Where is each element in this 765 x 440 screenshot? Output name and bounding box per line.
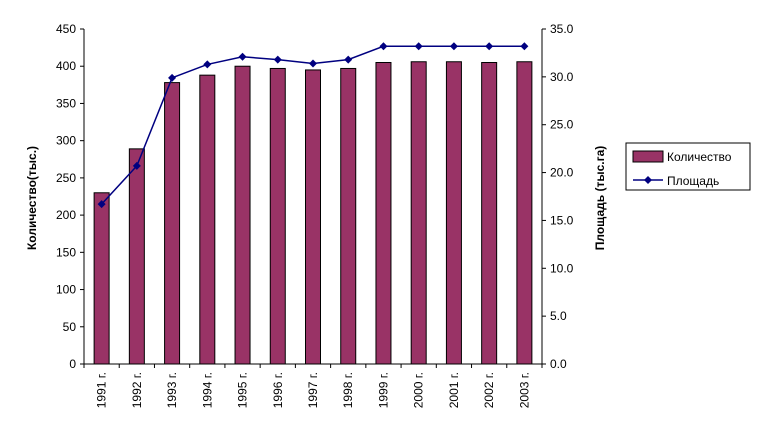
x-tick-label: 1993 г.	[165, 372, 179, 408]
right-tick-label: 30.0	[550, 70, 574, 84]
area-point	[520, 42, 529, 51]
x-tick-label: 1995 г.	[236, 372, 250, 408]
left-tick-label: 450	[56, 22, 76, 36]
bar	[516, 61, 533, 365]
area-point	[238, 52, 247, 61]
bar	[164, 82, 181, 365]
x-tick-label: 1994 г.	[200, 372, 214, 408]
x-tick-label: 1996 г.	[271, 372, 285, 408]
bar	[93, 192, 110, 365]
left-axis-ticks: 0 50 100 150 200 250 300 350 400 450	[56, 22, 84, 371]
area-point	[344, 55, 353, 64]
left-tick-label: 350	[56, 96, 76, 110]
area-point	[485, 42, 494, 51]
x-tick-label: 2001 г.	[447, 372, 461, 408]
right-tick-label: 10.0	[550, 261, 574, 275]
bar	[481, 62, 498, 365]
area-point	[414, 42, 423, 51]
right-tick-label: 20.0	[550, 166, 574, 180]
area-point	[168, 73, 177, 82]
x-tick-label: 1999 г.	[376, 372, 390, 408]
left-tick-label: 200	[56, 208, 76, 222]
area-point	[309, 59, 317, 68]
legend-swatch-bar	[632, 150, 664, 163]
x-tick-label: 2000 г.	[412, 372, 426, 408]
left-tick-label: 100	[56, 283, 76, 297]
area-point	[379, 42, 388, 51]
x-tick-label: 2002 г.	[482, 372, 496, 408]
x-tick-label: 1997 г.	[306, 372, 320, 408]
right-axis-ticks: 0.0 5.0 10.0 15.0 20.0 25.0 30.0 35.0	[542, 22, 574, 371]
right-tick-label: 5.0	[550, 309, 567, 323]
bar	[340, 67, 357, 365]
area-point	[97, 200, 106, 209]
right-tick-label: 25.0	[550, 118, 574, 132]
bar	[410, 61, 427, 365]
area-point	[203, 60, 212, 69]
bar	[199, 74, 216, 365]
left-tick-label: 300	[56, 134, 76, 148]
left-tick-label: 150	[56, 245, 76, 259]
area-point	[132, 161, 141, 170]
area-point	[449, 42, 458, 51]
left-axis-title: Количество(тыс.)	[25, 146, 39, 250]
left-tick-label: 0	[69, 357, 76, 371]
bar	[128, 148, 145, 365]
x-tick-label: 1991 г.	[95, 372, 109, 408]
x-axis-ticks: 1991 г. 1992 г. 1993 г. 1994 г. 1995 г. 1996 …	[83, 364, 543, 408]
x-tick-label: 2003 г.	[517, 372, 531, 408]
bar	[305, 69, 321, 365]
bar	[234, 65, 251, 365]
right-axis-title: Площадь (тыс.га)	[593, 146, 607, 251]
bar	[445, 61, 462, 365]
right-tick-label: 0.0	[550, 357, 567, 371]
bar-series	[93, 61, 533, 365]
legend-label-area: Площадь	[667, 174, 719, 188]
left-tick-label: 50	[63, 320, 77, 334]
bar	[269, 67, 286, 365]
area-point	[273, 55, 282, 64]
line-series	[97, 42, 529, 209]
legend-marker	[644, 176, 652, 184]
right-tick-label: 35.0	[550, 22, 574, 36]
right-tick-label: 15.0	[550, 213, 574, 227]
x-tick-label: 1992 г.	[130, 372, 144, 408]
left-tick-label: 400	[56, 59, 76, 73]
legend: Количество Площадь	[625, 142, 751, 191]
left-tick-label: 250	[56, 171, 76, 185]
axes	[83, 29, 543, 365]
legend-label-quantity: Количество	[667, 150, 732, 164]
bar	[375, 62, 392, 365]
x-tick-label: 1998 г.	[341, 372, 355, 408]
